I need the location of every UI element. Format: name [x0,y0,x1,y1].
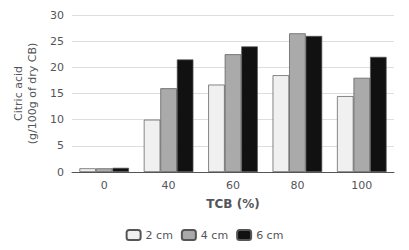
svg-text:5: 5 [57,139,64,152]
svg-text:40: 40 [162,179,176,192]
svg-text:60: 60 [226,179,240,192]
svg-text:30: 30 [50,9,64,22]
svg-text:2 cm: 2 cm [146,229,173,242]
svg-text:80: 80 [290,179,304,192]
svg-text:TCB (%): TCB (%) [206,197,259,211]
svg-text:20: 20 [50,61,64,74]
svg-text:10: 10 [50,113,64,126]
svg-text:4 cm: 4 cm [201,229,228,242]
svg-text:25: 25 [50,35,64,48]
svg-text:0: 0 [101,179,108,192]
svg-text:6 cm: 6 cm [256,229,283,242]
svg-text:100: 100 [351,179,372,192]
svg-text:(g/100g of dry CB): (g/100g of dry CB) [26,43,39,145]
svg-text:Citric acid: Citric acid [12,66,25,121]
svg-text:0: 0 [57,166,64,179]
svg-text:15: 15 [50,87,64,100]
